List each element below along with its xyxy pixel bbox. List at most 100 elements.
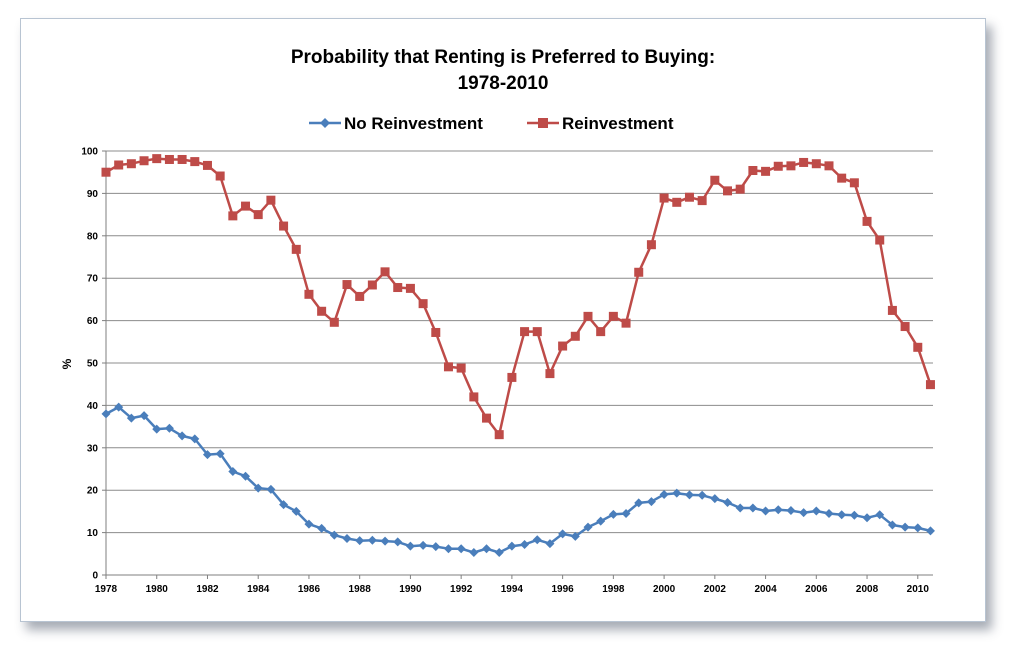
series-markers	[101, 154, 935, 558]
data-point-reinvestment	[621, 318, 631, 328]
data-point-no-reinvestment	[723, 497, 733, 507]
x-tick-label: 1984	[247, 584, 270, 595]
chart-title-line-2: 1978-2010	[458, 73, 549, 94]
data-point-reinvestment	[748, 166, 758, 176]
data-point-reinvestment	[875, 235, 885, 245]
data-point-no-reinvestment	[152, 424, 162, 434]
data-point-reinvestment	[202, 160, 212, 170]
data-point-no-reinvestment	[177, 431, 187, 441]
y-tick-label: 50	[87, 359, 99, 370]
data-point-reinvestment	[520, 327, 530, 337]
data-point-reinvestment	[608, 311, 618, 321]
data-point-no-reinvestment	[837, 510, 847, 520]
data-point-reinvestment	[291, 244, 301, 254]
data-point-no-reinvestment	[596, 516, 606, 526]
data-point-no-reinvestment	[773, 505, 783, 515]
x-tick-label: 1986	[298, 584, 321, 595]
y-tick-label: 70	[87, 274, 99, 285]
data-point-no-reinvestment	[482, 544, 492, 554]
data-point-reinvestment	[837, 173, 847, 183]
data-point-no-reinvestment	[266, 484, 276, 494]
data-point-reinvestment	[329, 317, 339, 327]
data-point-no-reinvestment	[469, 548, 479, 558]
data-point-no-reinvestment	[139, 411, 149, 421]
data-point-reinvestment	[545, 369, 555, 379]
series-line-no-reinvestment	[105, 405, 931, 554]
chart-title: Probability that Renting is Preferred to…	[291, 47, 715, 94]
data-point-no-reinvestment	[811, 506, 821, 516]
data-point-reinvestment	[925, 380, 935, 390]
data-point-reinvestment	[190, 157, 200, 167]
data-point-no-reinvestment	[735, 503, 745, 513]
data-point-no-reinvestment	[367, 535, 377, 545]
x-axis-ticks: 1978 1980 1982 1984 1986 1988 1990 1992 1994 1996…	[95, 575, 929, 595]
data-point-no-reinvestment	[329, 530, 339, 540]
data-point-no-reinvestment	[824, 509, 834, 519]
data-point-reinvestment	[317, 306, 327, 316]
data-point-no-reinvestment	[317, 523, 327, 533]
data-point-reinvestment	[532, 327, 542, 337]
data-point-reinvestment	[900, 322, 910, 332]
x-tick-label: 1994	[501, 584, 524, 595]
data-point-no-reinvestment	[583, 522, 593, 532]
data-point-reinvestment	[114, 160, 124, 170]
gridlines	[106, 150, 933, 534]
data-point-reinvestment	[558, 341, 568, 351]
data-point-no-reinvestment	[304, 519, 314, 529]
line-chart: Probability that Renting is Preferred to…	[60, 47, 935, 595]
data-point-reinvestment	[215, 171, 225, 181]
data-point-reinvestment	[735, 184, 745, 194]
y-tick-label: 10	[87, 528, 99, 539]
x-tick-label: 2008	[856, 584, 879, 595]
data-point-no-reinvestment	[253, 483, 263, 493]
data-point-reinvestment	[152, 154, 162, 164]
data-point-reinvestment	[697, 196, 707, 206]
data-point-no-reinvestment	[875, 510, 885, 520]
legend: No Reinvestment Reinvestment	[309, 114, 674, 133]
legend-marker-square	[538, 118, 548, 128]
data-point-no-reinvestment	[697, 490, 707, 500]
data-point-no-reinvestment	[393, 537, 403, 547]
data-point-no-reinvestment	[710, 494, 720, 504]
data-point-no-reinvestment	[380, 536, 390, 546]
data-point-reinvestment	[773, 161, 783, 171]
data-point-reinvestment	[913, 342, 923, 352]
data-point-no-reinvestment	[164, 423, 174, 433]
data-point-no-reinvestment	[621, 509, 631, 519]
data-point-reinvestment	[380, 267, 390, 277]
data-point-reinvestment	[367, 280, 377, 290]
data-point-reinvestment	[494, 430, 504, 440]
data-point-reinvestment	[177, 154, 187, 164]
data-point-no-reinvestment	[114, 402, 124, 412]
x-tick-label: 1992	[450, 584, 473, 595]
data-point-reinvestment	[507, 372, 517, 382]
data-point-no-reinvestment	[228, 467, 238, 477]
y-tick-label: 100	[81, 147, 98, 158]
data-point-reinvestment	[824, 161, 834, 171]
data-point-reinvestment	[469, 392, 479, 402]
data-point-reinvestment	[849, 178, 859, 188]
data-point-no-reinvestment	[418, 540, 428, 550]
data-point-reinvestment	[405, 283, 415, 293]
x-tick-label: 1980	[146, 584, 169, 595]
data-point-no-reinvestment	[126, 413, 136, 423]
x-tick-label: 1978	[95, 584, 118, 595]
x-tick-label: 1982	[196, 584, 219, 595]
data-point-reinvestment	[672, 197, 682, 207]
data-point-reinvestment	[228, 211, 238, 221]
legend-marker-diamond	[320, 118, 330, 128]
data-point-reinvestment	[786, 161, 796, 171]
data-point-no-reinvestment	[862, 513, 872, 523]
data-point-no-reinvestment	[761, 506, 771, 516]
data-point-reinvestment	[355, 291, 365, 301]
data-point-reinvestment	[101, 167, 111, 177]
legend-entry-no-reinvestment: No Reinvestment	[309, 114, 483, 133]
y-tick-label: 40	[87, 401, 99, 412]
data-point-reinvestment	[811, 159, 821, 169]
data-point-reinvestment	[482, 413, 492, 423]
data-point-no-reinvestment	[532, 535, 542, 545]
data-point-no-reinvestment	[799, 508, 809, 518]
data-point-no-reinvestment	[190, 434, 200, 444]
data-point-reinvestment	[570, 331, 580, 341]
data-point-reinvestment	[659, 193, 669, 203]
